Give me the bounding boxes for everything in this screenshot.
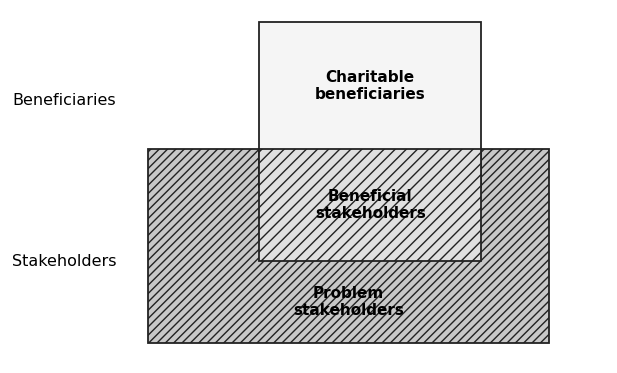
Bar — [259, 22, 481, 186]
Text: Beneficial
stakeholders: Beneficial stakeholders — [315, 189, 426, 221]
Text: Problem
stakeholders: Problem stakeholders — [293, 286, 404, 318]
Text: Charitable
beneficiaries: Charitable beneficiaries — [315, 70, 426, 102]
Text: Beneficiaries: Beneficiaries — [12, 93, 116, 108]
Text: Stakeholders: Stakeholders — [12, 254, 117, 269]
Bar — [259, 149, 481, 261]
Bar — [259, 149, 481, 261]
Bar — [148, 149, 549, 343]
